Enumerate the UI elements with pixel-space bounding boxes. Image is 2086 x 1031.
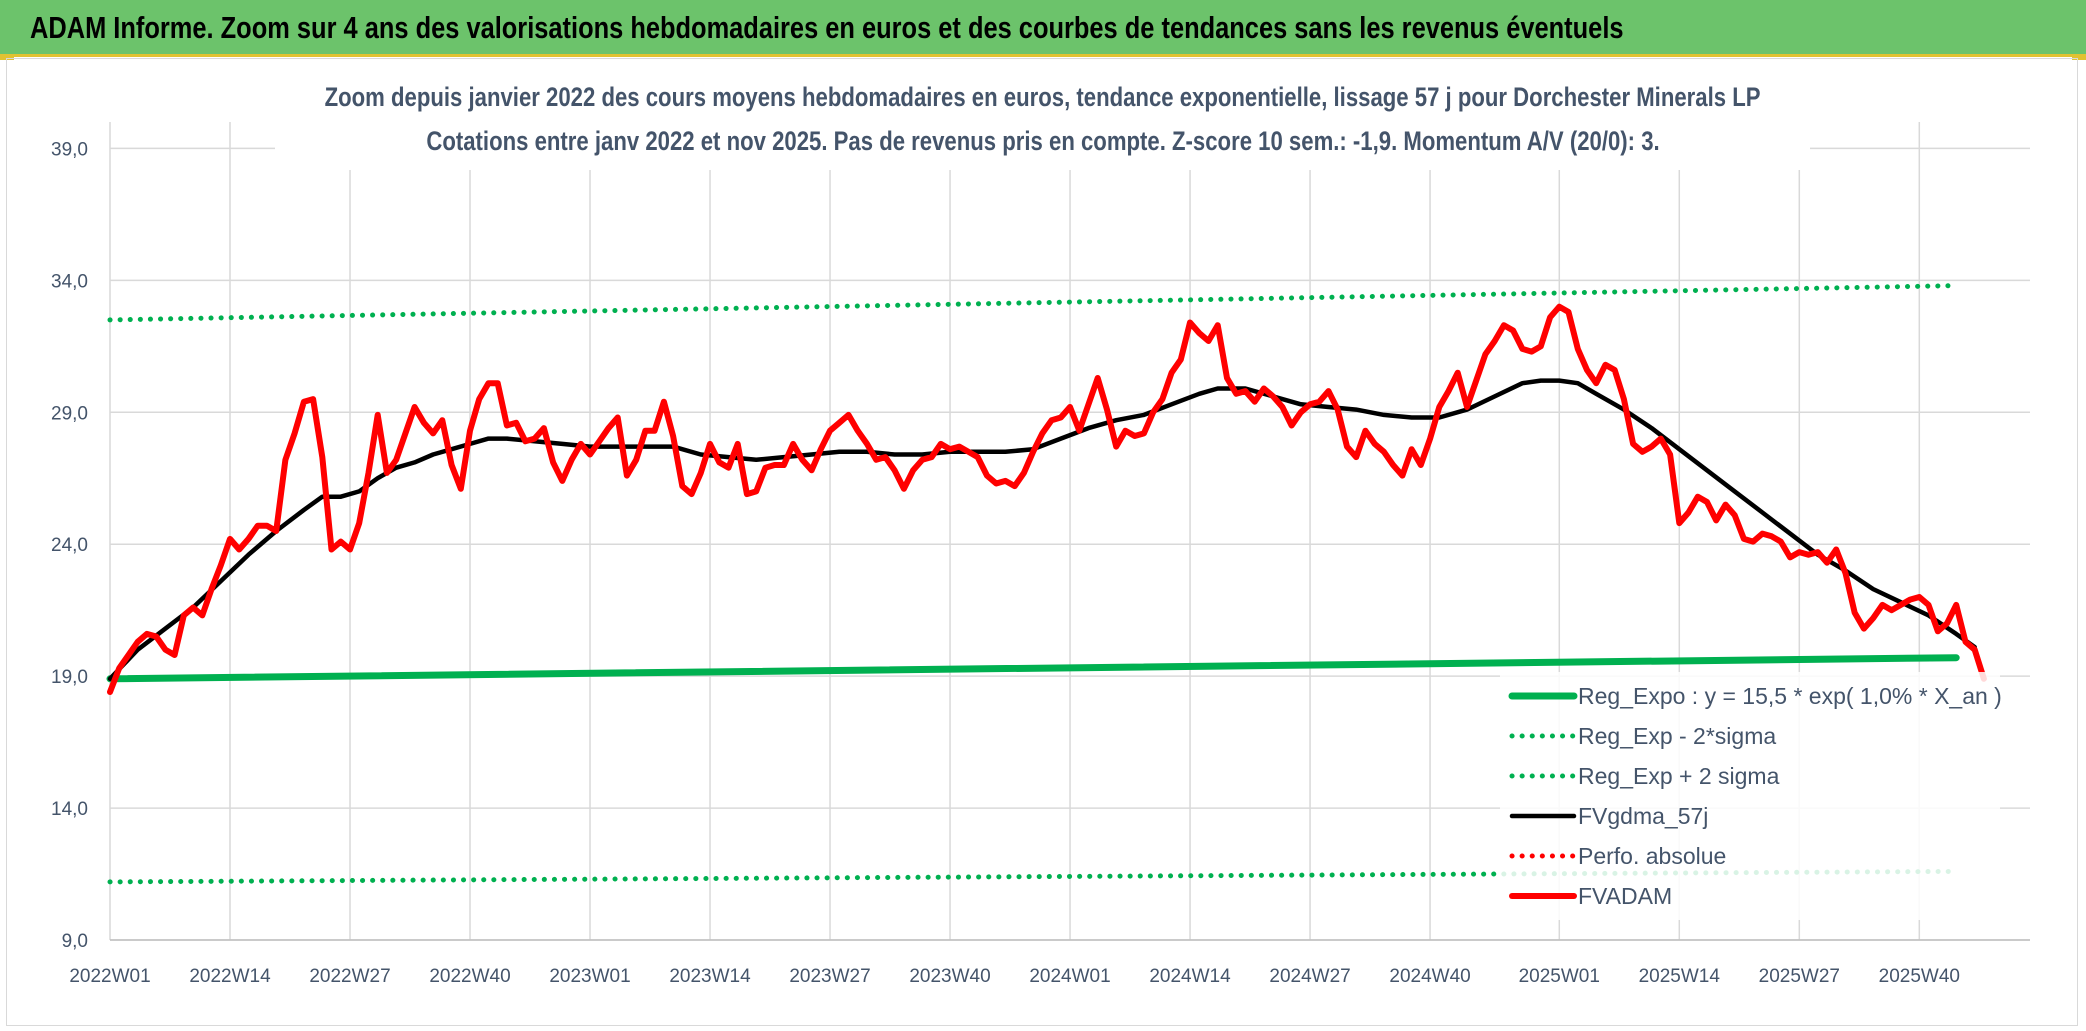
y-tick-label: 9,0 — [62, 931, 88, 952]
title-background — [275, 80, 1810, 170]
legend-label: FVgdma_57j — [1578, 803, 1708, 829]
x-tick-label: 2025W27 — [1759, 966, 1840, 987]
legend-label: Reg_Exp + 2 sigma — [1578, 763, 1780, 789]
chart-title: Zoom depuis janvier 2022 des cours moyen… — [325, 82, 1761, 112]
series-line-0 — [106, 654, 1960, 683]
chart-subtitle-wrapper: Cotations entre janv 2022 et nov 2025. P… — [0, 126, 2086, 157]
chart-frame — [6, 58, 2078, 1026]
y-tick-label: 24,0 — [51, 535, 88, 556]
axes: 9,0 14,0 19,0 24,0 29,0 34,0 39,0 2022W01 2022W1… — [51, 80, 2030, 987]
legend-background — [1500, 672, 2000, 920]
x-tick-label: 2025W14 — [1639, 966, 1721, 987]
banner-corner-left — [0, 54, 14, 60]
legend: Reg_Expo : y = 15,5 * exp( 1,0% * X_an )… — [1500, 672, 2002, 920]
x-tick-label: 2024W01 — [1029, 966, 1110, 987]
x-tick-label: 2023W01 — [549, 966, 630, 987]
series-lines — [106, 283, 1987, 885]
y-tick-label: 19,0 — [51, 667, 88, 688]
series-line-5 — [107, 303, 1987, 695]
x-tick-label: 2024W14 — [1149, 966, 1231, 987]
chart-title-wrapper: Zoom depuis janvier 2022 des cours moyen… — [0, 82, 2086, 113]
x-tick-label: 2024W40 — [1389, 966, 1470, 987]
legend-label: Reg_Exp - 2*sigma — [1578, 723, 1776, 749]
x-tick-label: 2022W27 — [309, 966, 390, 987]
x-tick-label: 2022W01 — [69, 966, 150, 987]
legend-label: Perfo. absolue — [1578, 843, 1726, 869]
report-banner: ADAM Informe. Zoom sur 4 ans des valoris… — [0, 0, 2086, 57]
chart-subtitle: Cotations entre janv 2022 et nov 2025. P… — [426, 126, 1660, 156]
x-tick-label: 2022W14 — [189, 966, 271, 987]
x-tick-label: 2025W40 — [1879, 966, 1960, 987]
y-tick-label: 29,0 — [51, 403, 88, 424]
x-tick-label: 2022W40 — [429, 966, 510, 987]
x-tick-label: 2024W27 — [1269, 966, 1350, 987]
banner-corner-right — [2072, 54, 2086, 60]
x-tick-label: 2025W01 — [1519, 966, 1600, 987]
report-banner-title: ADAM Informe. Zoom sur 4 ans des valoris… — [30, 10, 1624, 45]
y-tick-label: 34,0 — [51, 271, 88, 292]
legend-label: Reg_Expo : y = 15,5 * exp( 1,0% * X_an ) — [1578, 683, 2002, 709]
x-tick-label: 2023W40 — [909, 966, 990, 987]
x-tick-label: 2023W14 — [669, 966, 751, 987]
legend-label: FVADAM — [1578, 883, 1672, 909]
x-tick-label: 2023W27 — [789, 966, 870, 987]
series-line-3 — [107, 378, 1977, 682]
y-tick-label: 39,0 — [51, 139, 88, 160]
y-tick-label: 14,0 — [51, 799, 88, 820]
